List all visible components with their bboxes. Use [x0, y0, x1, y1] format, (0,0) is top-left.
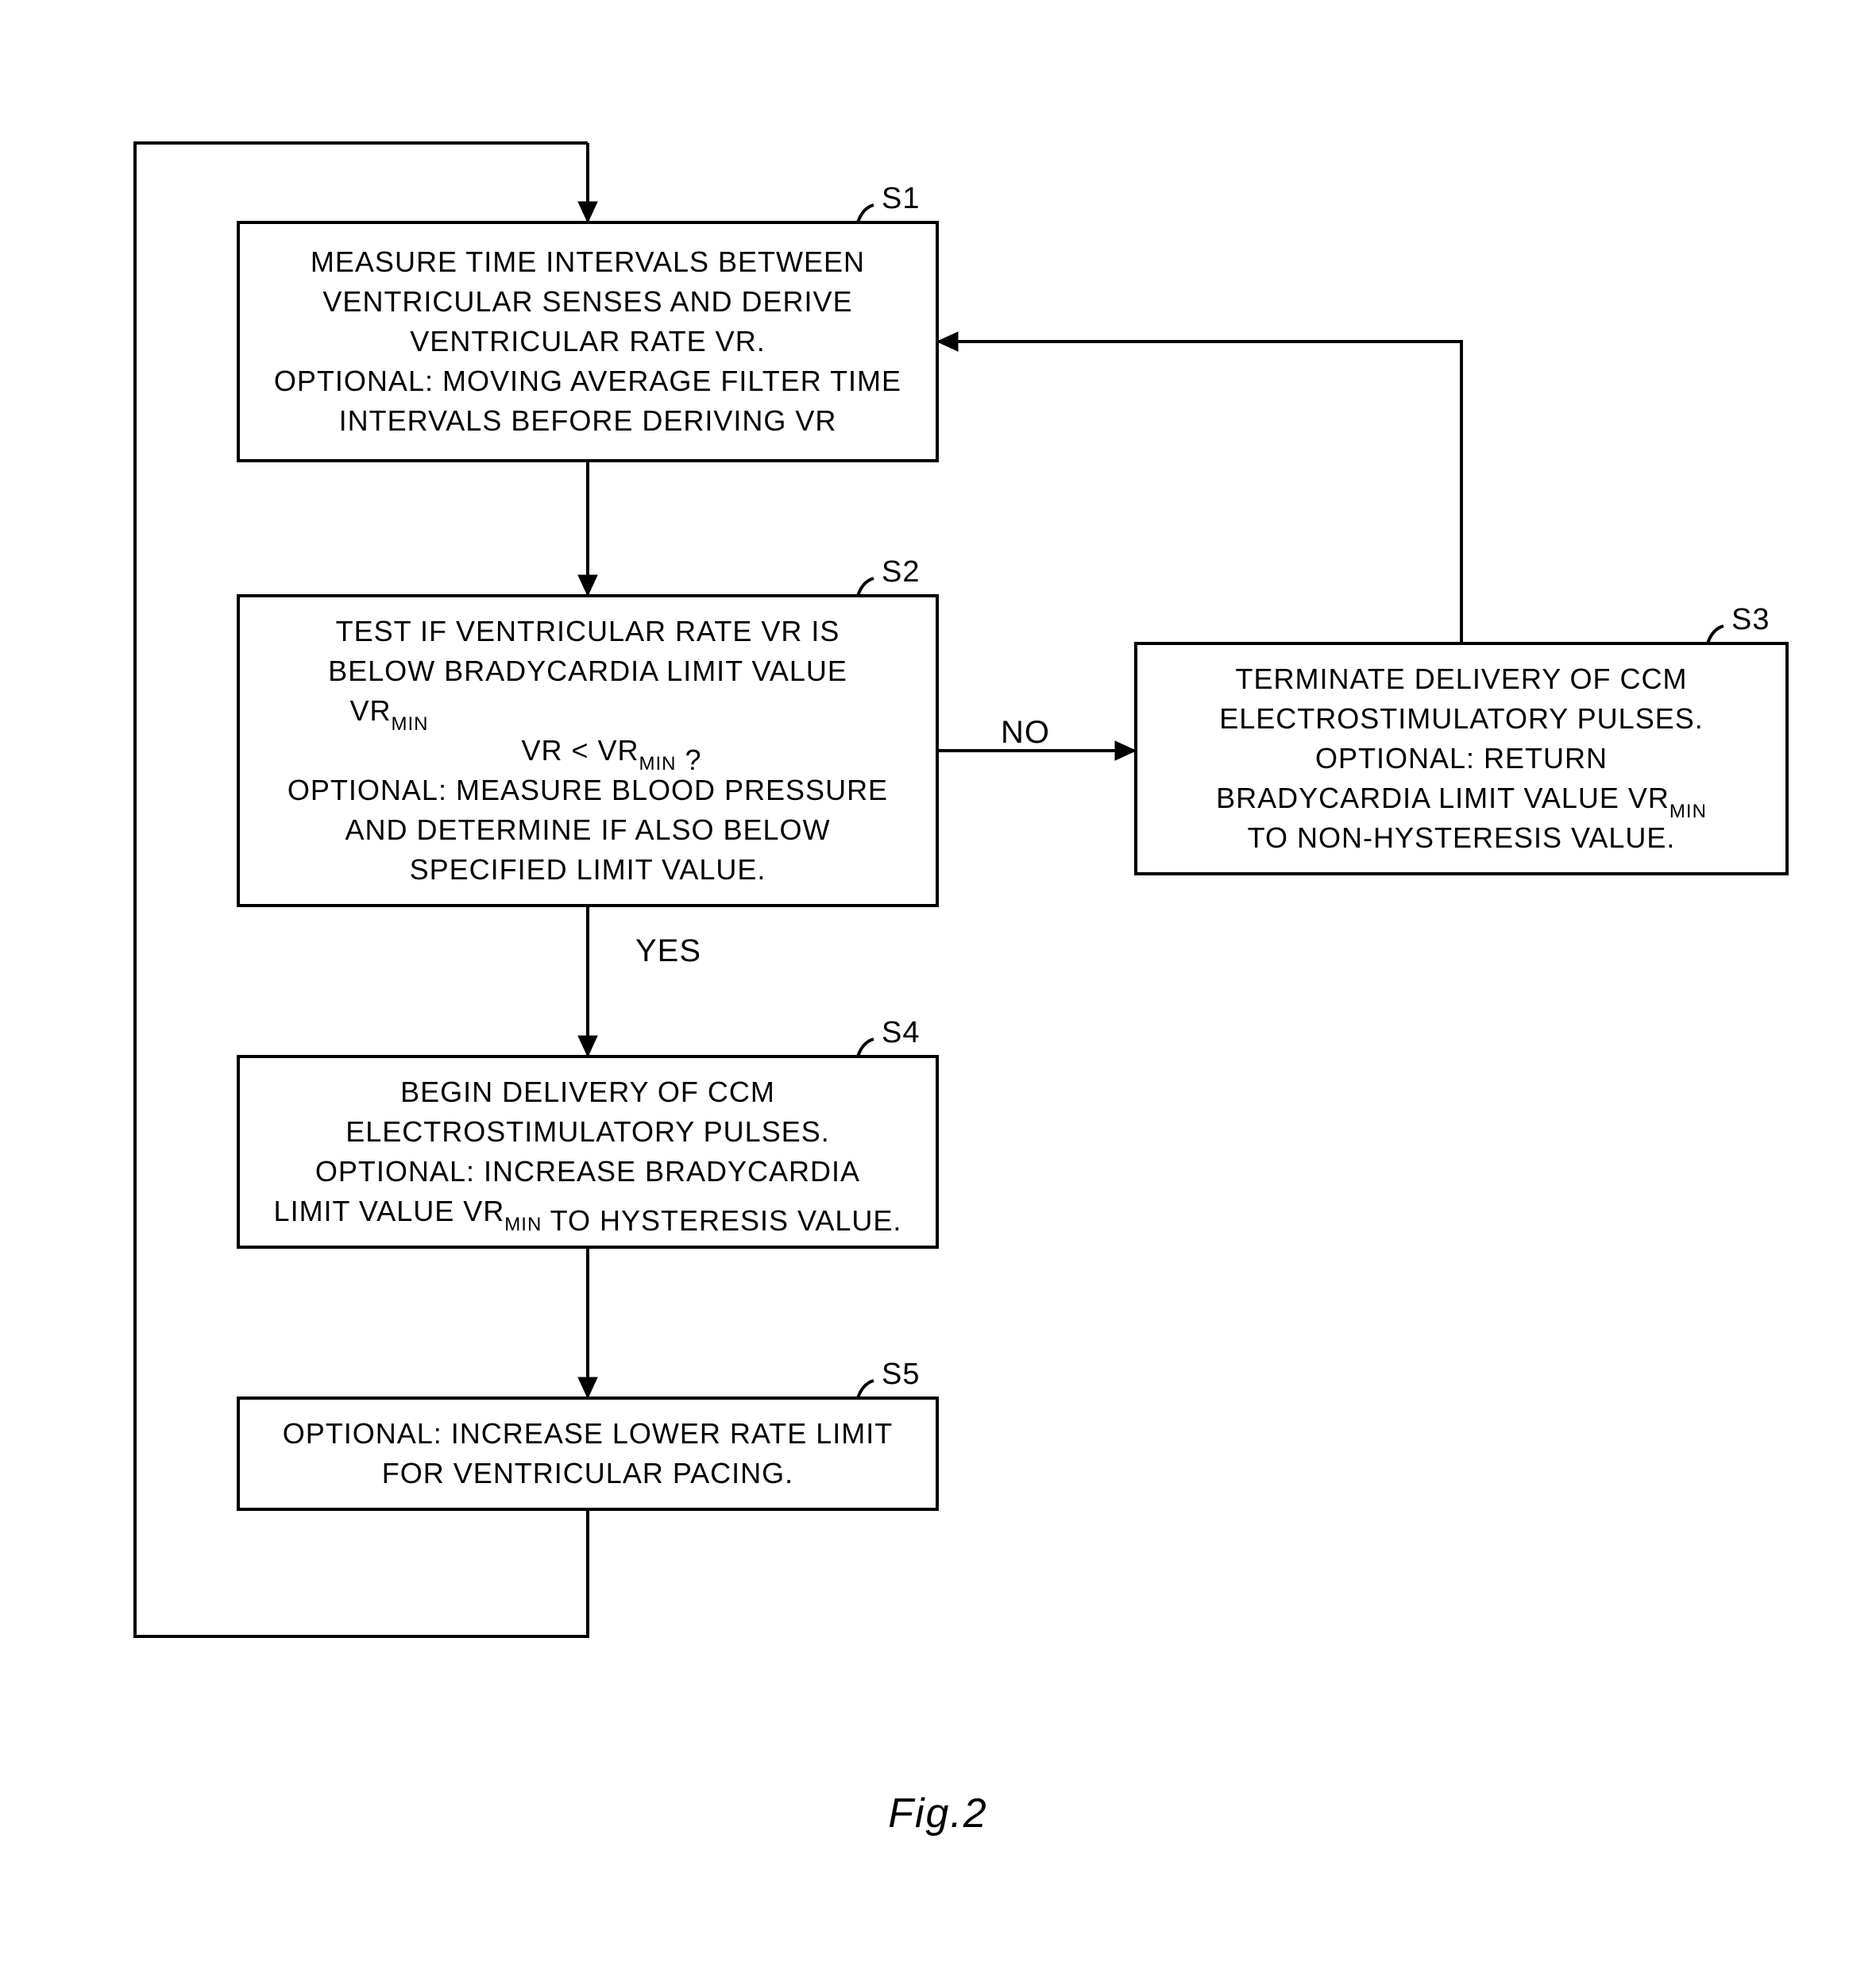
flowchart-edge-e-top-in [578, 143, 597, 222]
arrowhead-icon [578, 575, 597, 596]
node-label: S3 [1731, 603, 1770, 636]
node-text-line: TO NON-HYSTERESIS VALUE. [1248, 821, 1676, 854]
node-text-line: TEST IF VENTRICULAR RATE VR IS [336, 615, 840, 647]
node-label: S1 [882, 182, 920, 215]
label-tick [858, 205, 874, 222]
node-text-line: AND DETERMINE IF ALSO BELOW [345, 813, 830, 846]
node-text-line: VENTRICULAR RATE VR. [410, 325, 765, 357]
label-tick [858, 578, 874, 596]
node-text-line: FOR VENTRICULAR PACING. [382, 1457, 793, 1489]
node-text-line: OPTIONAL: INCREASE LOWER RATE LIMIT [283, 1417, 893, 1450]
nodes-layer: S1 MEASURE TIME INTERVALS BETWEEN VENTRICU… [238, 182, 1787, 1509]
label-tick [858, 1039, 874, 1057]
arrowhead-icon [578, 1377, 597, 1398]
edge-label: NO [1001, 715, 1050, 750]
arrowhead-icon [578, 202, 597, 222]
flowchart-node-s2: S2 TEST IF VENTRICULAR RATE VR IS BELOW BR… [238, 555, 937, 906]
flowchart-edge-e-s3-s1 [937, 332, 1461, 643]
arrowhead-icon [578, 1036, 597, 1057]
node-text-line: OPTIONAL: INCREASE BRADYCARDIA [315, 1155, 860, 1188]
arrowhead-icon [1115, 741, 1136, 760]
node-text-line: INTERVALS BEFORE DERIVING VR [339, 404, 837, 437]
node-text-line: OPTIONAL: MOVING AVERAGE FILTER TIME [274, 365, 901, 397]
edge-label: YES [635, 933, 701, 968]
flowchart-edge-e-s2-s4: YES [578, 906, 701, 1057]
node-label: S4 [882, 1016, 920, 1049]
label-tick [858, 1381, 874, 1398]
node-label: S2 [882, 555, 920, 589]
node-text-line: VENTRICULAR SENSES AND DERIVE [322, 285, 852, 318]
flowchart-edge-e-s1-s2 [578, 461, 597, 596]
node-text-line: BELOW BRADYCARDIA LIMIT VALUE [328, 655, 847, 687]
figure-caption: Fig.2 [888, 1791, 988, 1837]
label-tick [1708, 626, 1724, 643]
node-text-line: BEGIN DELIVERY OF CCM [400, 1076, 775, 1108]
flowchart-node-s3: S3 TERMINATE DELIVERY OF CCM ELECTROSTIMUL… [1136, 603, 1787, 874]
node-text-line: SPECIFIED LIMIT VALUE. [410, 853, 766, 886]
edge-line [937, 342, 1461, 643]
flowchart-node-s1: S1 MEASURE TIME INTERVALS BETWEEN VENTRICU… [238, 182, 937, 461]
flowchart-figure: NO YES S1 MEASURE TIME INTERVALS BETWEEN VE… [0, 0, 1876, 1974]
flowchart-edge-e-s2-s3: NO [937, 715, 1136, 760]
node-text-line: MEASURE TIME INTERVALS BETWEEN [311, 245, 865, 278]
flowchart-edge-e-s4-s5 [578, 1247, 597, 1398]
node-text-line: OPTIONAL: RETURN [1315, 742, 1608, 775]
node-label: S5 [882, 1358, 920, 1391]
node-box [238, 1398, 937, 1509]
node-text-line: ELECTROSTIMULATORY PULSES. [345, 1115, 830, 1148]
arrowhead-icon [937, 332, 958, 351]
node-text-line: ELECTROSTIMULATORY PULSES. [1219, 702, 1704, 735]
node-text-line: OPTIONAL: MEASURE BLOOD PRESSURE [288, 774, 888, 806]
node-text-line: TERMINATE DELIVERY OF CCM [1235, 663, 1687, 695]
